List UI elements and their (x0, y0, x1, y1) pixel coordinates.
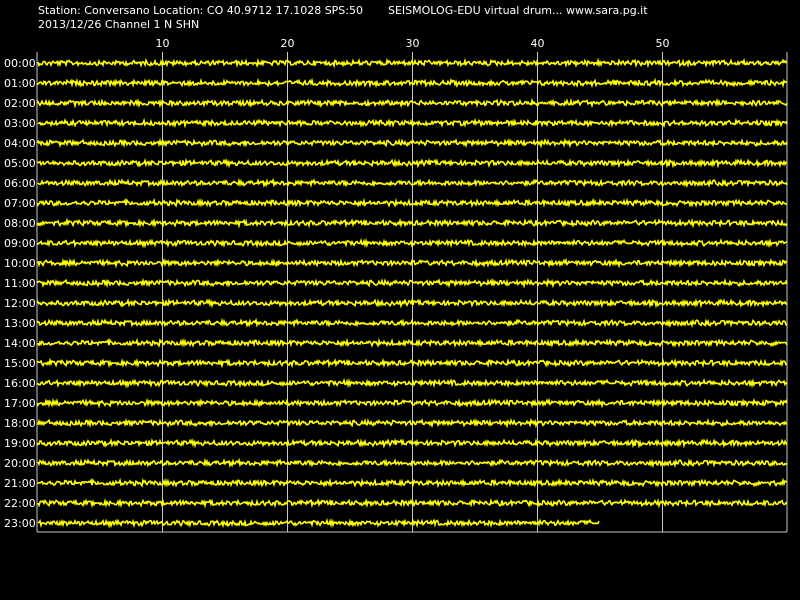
trace-line (37, 177, 788, 189)
trace-line (37, 57, 788, 69)
row-label: 18:00 (4, 417, 36, 430)
trace-line (37, 357, 788, 369)
x-tick-label: 50 (656, 37, 670, 50)
trace-line (37, 117, 788, 129)
label-layer: 10 20 30 40 50 00:00 01:00 02:00 03:00 04:00 05:00… (4, 37, 670, 530)
row-label: 21:00 (4, 477, 36, 490)
trace-line (37, 517, 600, 529)
row-label: 19:00 (4, 437, 36, 450)
trace-line (37, 437, 788, 449)
row-label: 00:00 (4, 57, 36, 70)
row-label: 16:00 (4, 377, 36, 390)
row-label: 23:00 (4, 517, 36, 530)
row-label: 15:00 (4, 357, 36, 370)
trace-line (37, 217, 788, 229)
x-tick-label: 40 (531, 37, 545, 50)
trace-line (37, 497, 788, 509)
trace-line (37, 257, 788, 269)
row-label: 08:00 (4, 217, 36, 230)
x-tick-label: 20 (281, 37, 295, 50)
x-tick-label: 10 (156, 37, 170, 50)
grid-layer (36, 52, 788, 533)
row-label: 12:00 (4, 297, 36, 310)
trace-line (37, 77, 788, 89)
row-label: 06:00 (4, 177, 36, 190)
row-label: 11:00 (4, 277, 36, 290)
row-label: 04:00 (4, 137, 36, 150)
trace-line (37, 297, 788, 309)
row-label: 17:00 (4, 397, 36, 410)
row-label: 20:00 (4, 457, 36, 470)
trace-line (37, 337, 788, 349)
trace-line (37, 397, 788, 409)
trace-line (37, 277, 788, 289)
trace-line (37, 197, 788, 209)
row-label: 10:00 (4, 257, 36, 270)
trace-line (37, 137, 788, 149)
row-label: 07:00 (4, 197, 36, 210)
trace-line (37, 417, 788, 429)
station-info: Station: Conversano Location: CO 40.9712… (38, 4, 363, 17)
row-label: 13:00 (4, 317, 36, 330)
row-label: 09:00 (4, 237, 36, 250)
row-label: 01:00 (4, 77, 36, 90)
x-tick-label: 30 (406, 37, 420, 50)
trace-line (37, 377, 788, 389)
trace-line (37, 457, 788, 469)
program-info: SEISMOLOG-EDU virtual drum... www.sara.p… (388, 4, 648, 17)
trace-line (37, 477, 788, 489)
row-label: 02:00 (4, 97, 36, 110)
row-label: 03:00 (4, 117, 36, 130)
row-label: 05:00 (4, 157, 36, 170)
trace-line (37, 97, 788, 109)
date-channel-info: 2013/12/26 Channel 1 N SHN (38, 18, 200, 31)
trace-line (37, 317, 788, 329)
trace-line (37, 157, 788, 169)
row-label: 22:00 (4, 497, 36, 510)
trace-line (37, 237, 788, 249)
row-label: 14:00 (4, 337, 36, 350)
trace-layer (37, 57, 788, 529)
